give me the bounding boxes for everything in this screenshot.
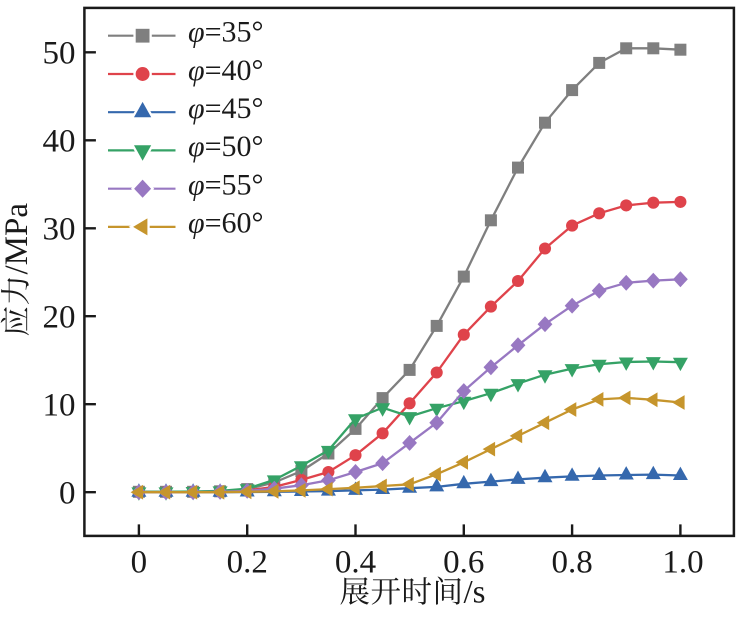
svg-text:/MPa: /MPa bbox=[0, 203, 35, 275]
svg-text:φ=50°: φ=50° bbox=[188, 130, 264, 163]
svg-text:φ=55°: φ=55° bbox=[188, 169, 264, 202]
svg-text:50: 50 bbox=[43, 35, 76, 71]
svg-text:0.4: 0.4 bbox=[335, 545, 376, 581]
svg-text:φ=60°: φ=60° bbox=[188, 207, 264, 240]
svg-text:40: 40 bbox=[43, 123, 76, 159]
svg-text:φ=45°: φ=45° bbox=[188, 92, 264, 125]
svg-text:1.0: 1.0 bbox=[662, 545, 703, 581]
svg-text:0.2: 0.2 bbox=[227, 545, 268, 581]
svg-text:φ=35°: φ=35° bbox=[188, 16, 264, 49]
svg-text:0: 0 bbox=[131, 545, 148, 581]
svg-text:/s: /s bbox=[464, 575, 486, 611]
svg-text:0.6: 0.6 bbox=[443, 545, 484, 581]
svg-text:0: 0 bbox=[59, 475, 76, 511]
svg-text:30: 30 bbox=[43, 211, 76, 247]
svg-text:φ=40°: φ=40° bbox=[188, 54, 264, 87]
svg-text:0.8: 0.8 bbox=[551, 545, 592, 581]
svg-text:10: 10 bbox=[43, 387, 76, 423]
svg-text:20: 20 bbox=[43, 299, 76, 335]
